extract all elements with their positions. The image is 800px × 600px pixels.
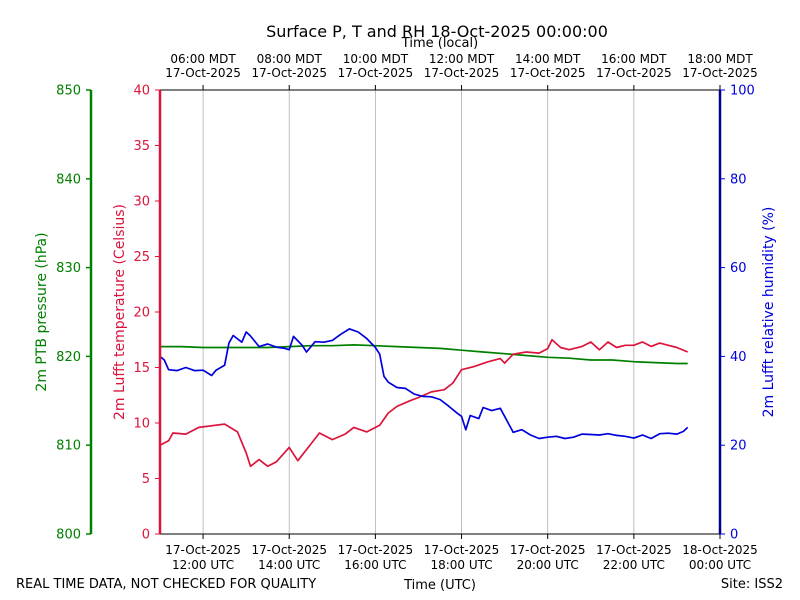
pressure-tick-label: 840 bbox=[56, 172, 81, 187]
humidity-axis-label: 2m Lufft relative humidity (%) bbox=[761, 207, 777, 418]
x-tick-utc-date: 17-Oct-2025 bbox=[251, 543, 327, 557]
vertical-gridlines bbox=[202, 90, 635, 534]
humidity-tick-label: 60 bbox=[730, 261, 747, 276]
site-label: Site: ISS2 bbox=[721, 577, 783, 592]
x-tick-local-date: 17-Oct-2025 bbox=[165, 66, 241, 80]
series-line-temperature bbox=[159, 338, 689, 468]
pressure-tick-label: 830 bbox=[56, 261, 81, 276]
x-tick-utc-date: 17-Oct-2025 bbox=[510, 543, 586, 557]
pressure-tick-label: 820 bbox=[56, 350, 81, 365]
x-tick-local-date: 17-Oct-2025 bbox=[251, 66, 327, 80]
x-tick-local-time: 14:00 MDT bbox=[515, 52, 581, 66]
temperature-tick-label: 35 bbox=[133, 139, 150, 154]
x-tick-utc-time: 00:00 UTC bbox=[689, 558, 751, 572]
pressure-tick-label: 810 bbox=[56, 439, 81, 454]
pressure-axis-label: 2m PTB pressure (hPa) bbox=[34, 232, 50, 391]
plot-frame bbox=[89, 89, 722, 535]
temperature-tick-label: 5 bbox=[142, 472, 150, 487]
temperature-axis-label: 2m Lufft temperature (Celsius) bbox=[112, 204, 128, 420]
x-tick-utc-time: 12:00 UTC bbox=[172, 558, 234, 572]
x-tick-utc-time: 22:00 UTC bbox=[603, 558, 665, 572]
x-tick-local-date: 17-Oct-2025 bbox=[682, 66, 758, 80]
humidity-tick-label: 100 bbox=[730, 84, 755, 99]
x-tick-local-date: 17-Oct-2025 bbox=[338, 66, 414, 80]
series-line-pressure bbox=[160, 344, 688, 365]
x-tick-utc-date: 18-Oct-2025 bbox=[682, 543, 758, 557]
pressure-tick-label: 800 bbox=[56, 528, 81, 543]
temperature-tick-label: 40 bbox=[133, 84, 150, 99]
x-tick-local-date: 17-Oct-2025 bbox=[596, 66, 672, 80]
x-axis-label: Time (UTC) bbox=[403, 578, 476, 593]
x-tick-utc-date: 17-Oct-2025 bbox=[424, 543, 500, 557]
temperature-tick-label: 15 bbox=[133, 361, 150, 376]
temperature-tick-label: 10 bbox=[133, 417, 150, 432]
x-tick-local-time: 08:00 MDT bbox=[257, 52, 323, 66]
x-tick-local-time: 18:00 MDT bbox=[687, 52, 753, 66]
humidity-tick-label: 80 bbox=[730, 172, 747, 187]
humidity-tick-label: 0 bbox=[730, 528, 738, 543]
humidity-tick-label: 40 bbox=[730, 350, 747, 365]
x-tick-local-date: 17-Oct-2025 bbox=[510, 66, 586, 80]
x-tick-local-time: 06:00 MDT bbox=[170, 52, 236, 66]
top-axis-label: Time (local) bbox=[401, 36, 478, 51]
temperature-tick-label: 30 bbox=[133, 195, 150, 210]
quality-notice: REAL TIME DATA, NOT CHECKED FOR QUALITY bbox=[16, 577, 316, 592]
pressure-tick-label: 850 bbox=[56, 84, 81, 99]
x-tick-utc-time: 20:00 UTC bbox=[517, 558, 579, 572]
x-tick-local-time: 10:00 MDT bbox=[343, 52, 409, 66]
x-tick-utc-time: 18:00 UTC bbox=[430, 558, 492, 572]
x-tick-local-date: 17-Oct-2025 bbox=[424, 66, 500, 80]
temperature-tick-label: 20 bbox=[133, 306, 150, 321]
temperature-tick-label: 0 bbox=[142, 528, 150, 543]
chart-title: Surface P, T and RH 18-Oct-2025 00:00:00 bbox=[266, 22, 608, 41]
x-tick-utc-date: 17-Oct-2025 bbox=[596, 543, 672, 557]
temperature-tick-label: 25 bbox=[133, 250, 150, 265]
series-layer bbox=[159, 328, 689, 468]
x-tick-local-time: 16:00 MDT bbox=[601, 52, 667, 66]
x-tick-utc-time: 14:00 UTC bbox=[258, 558, 320, 572]
x-tick-utc-date: 17-Oct-2025 bbox=[165, 543, 241, 557]
series-line-humidity bbox=[159, 328, 689, 440]
x-tick-utc-date: 17-Oct-2025 bbox=[338, 543, 414, 557]
humidity-tick-label: 20 bbox=[730, 439, 747, 454]
x-tick-local-time: 12:00 MDT bbox=[429, 52, 495, 66]
x-tick-utc-time: 16:00 UTC bbox=[344, 558, 406, 572]
